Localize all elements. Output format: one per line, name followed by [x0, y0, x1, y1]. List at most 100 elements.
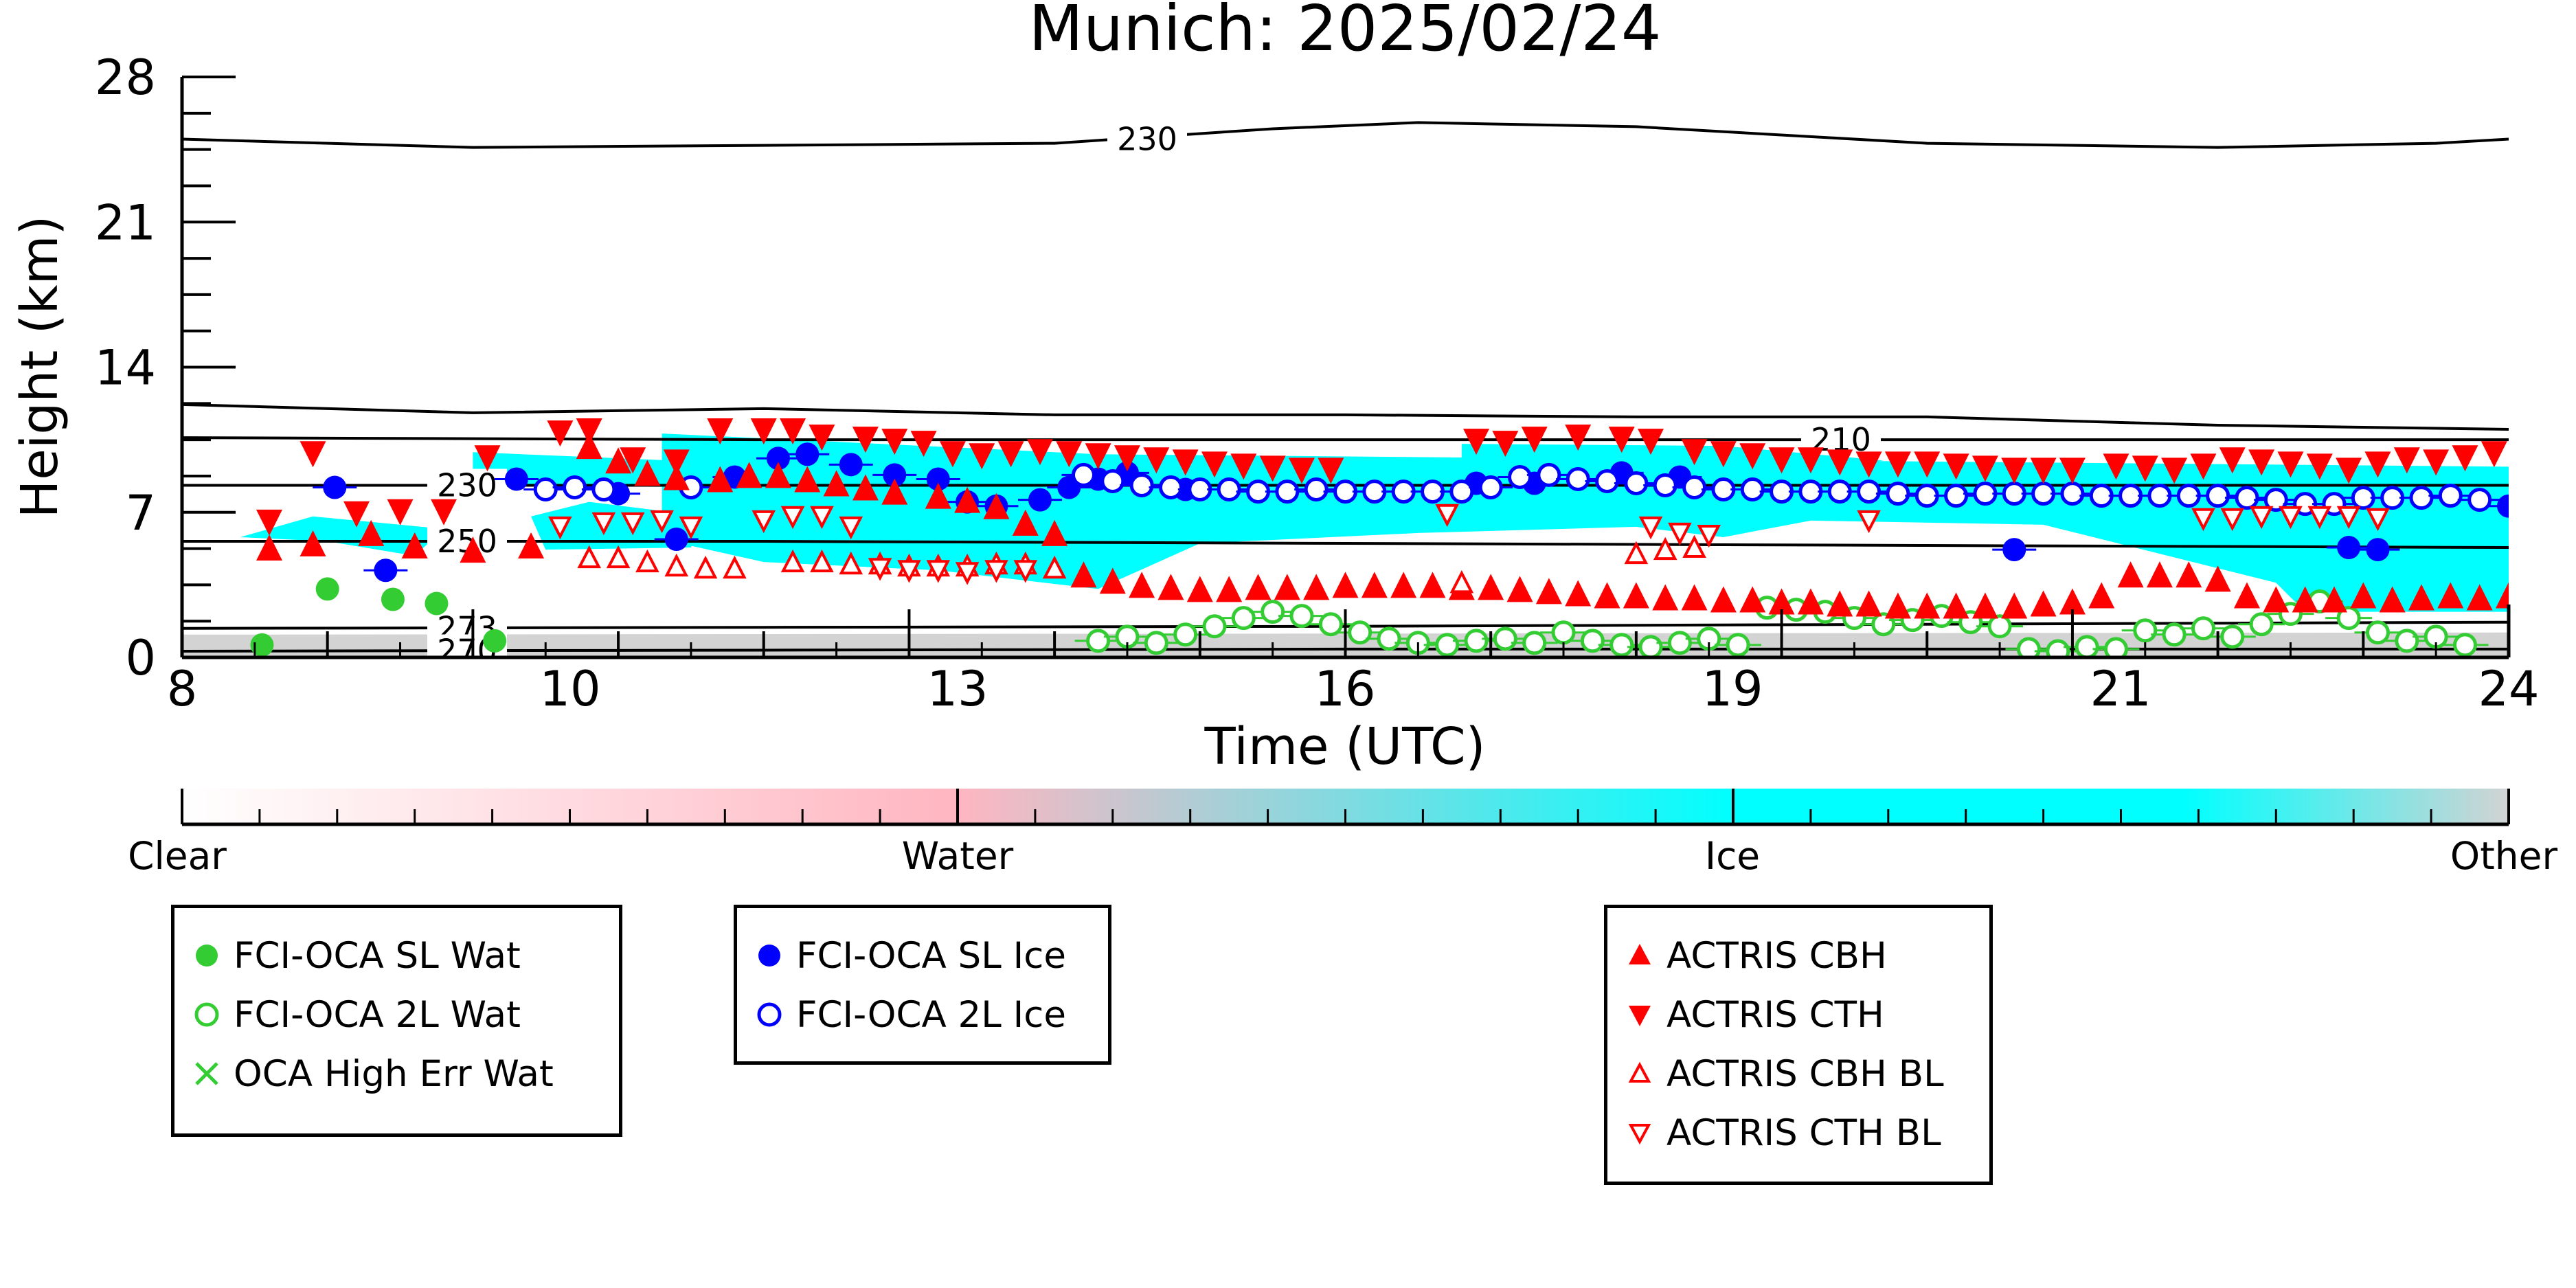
data-point: [2452, 445, 2478, 472]
x-tick-label: 16: [1314, 661, 1375, 717]
data-point: [1100, 468, 1125, 493]
data-point: [1289, 604, 1314, 629]
x-tick-label: 10: [539, 661, 600, 717]
data-point: [634, 460, 661, 486]
data-point: [1478, 574, 1504, 600]
data-point: [2379, 586, 2406, 613]
data-point: [2162, 622, 2187, 647]
legend-entry-sl-ice: FCI-OCA SL Ice: [752, 926, 1108, 985]
data-point: [2249, 506, 2274, 530]
open-circle-icon: [190, 997, 224, 1032]
data-point: [780, 418, 806, 445]
data-point: [576, 433, 602, 460]
data-point: [2408, 584, 2434, 611]
data-point: [2103, 453, 2129, 480]
data-point: [1653, 473, 1677, 498]
data-point: [1914, 592, 1941, 619]
data-point: [984, 560, 1008, 583]
data-point: [2364, 451, 2391, 478]
data-point: [2060, 482, 2085, 506]
data-point: [1217, 477, 1241, 502]
data-point: [2277, 451, 2304, 478]
data-point: [1318, 457, 1344, 484]
data-point: [2190, 453, 2217, 480]
data-point: [1390, 572, 1417, 598]
data-point: [1595, 468, 1620, 493]
data-point: [606, 545, 631, 569]
data-point: [1377, 626, 1401, 651]
data-point: [1086, 629, 1111, 653]
data-point: [2248, 449, 2275, 476]
legend-entry-cth: ACTRIS CTH: [1623, 985, 1989, 1044]
data-point: [2132, 455, 2158, 482]
data-point: [1652, 584, 1679, 611]
data-point: [2467, 488, 2492, 512]
data-point: [1855, 451, 1882, 478]
data-point: [1245, 574, 1272, 600]
y-tick-label: 21: [95, 194, 156, 251]
data-point: [795, 442, 820, 466]
y-axis-label: Height (km): [10, 216, 69, 519]
data-point: [323, 475, 347, 499]
data-point: [1886, 482, 1910, 506]
data-point: [1259, 455, 1286, 482]
data-point: [810, 506, 834, 530]
data-point: [2336, 457, 2362, 484]
x-tick-label: 19: [1702, 661, 1763, 717]
data-point: [300, 441, 326, 468]
colorbar-label-water: Water: [902, 834, 1014, 878]
data-point: [1971, 455, 1998, 482]
data-point: [810, 549, 834, 573]
triangle-down-icon: [1623, 997, 1657, 1032]
data-point: [2001, 457, 2028, 484]
data-point: [2279, 506, 2303, 530]
data-point: [2001, 592, 2028, 619]
y-tick-label: 28: [95, 49, 156, 106]
data-point: [955, 562, 980, 585]
data-point: [881, 478, 908, 505]
data-point: [2030, 590, 2057, 617]
data-point: [1871, 612, 1896, 637]
data-point: [1492, 431, 1519, 457]
data-point: [591, 477, 616, 502]
data-point: [2395, 629, 2419, 653]
data-point: [2292, 586, 2318, 613]
data-point: [997, 441, 1024, 468]
data-point: [1056, 441, 1083, 468]
data-point: [1884, 451, 1911, 478]
data-point: [605, 447, 632, 474]
data-point: [2002, 538, 2026, 562]
data-point: [780, 506, 805, 530]
data-point: [969, 443, 995, 470]
contour-label-bg: [1107, 122, 1187, 155]
data-point: [1464, 629, 1489, 653]
data-point: [1667, 631, 1692, 655]
legend-entry-cth-bl: ACTRIS CTH BL: [1623, 1103, 1989, 1162]
open-triangle-down-icon: [1623, 1116, 1657, 1150]
legend-entry-sl-wat: FCI-OCA SL Wat: [190, 926, 619, 985]
data-point: [1653, 536, 1677, 561]
data-point: [1580, 629, 1605, 653]
data-point: [1857, 510, 1881, 534]
data-point: [2249, 612, 2274, 637]
data-point: [2466, 584, 2493, 611]
data-point: [1419, 572, 1446, 598]
data-point: [250, 633, 274, 657]
data-point: [2235, 486, 2259, 510]
data-point: [809, 425, 835, 451]
legend-label: FCI-OCA 2L Wat: [234, 993, 521, 1036]
legend-entry-2l-wat: FCI-OCA 2L Wat: [190, 985, 619, 1044]
filled-circle-icon: [752, 938, 787, 973]
data-point: [2365, 620, 2390, 645]
data-point: [1216, 576, 1243, 602]
data-point: [2336, 506, 2361, 530]
legend-ice: FCI-OCA SL Ice FCI-OCA 2L Ice: [734, 905, 1111, 1065]
data-point: [548, 516, 572, 540]
data-point: [533, 477, 558, 502]
data-point: [1449, 479, 1474, 504]
data-point: [1608, 427, 1635, 453]
data-point: [1478, 475, 1503, 500]
data-point: [2496, 582, 2509, 609]
data-point: [2075, 635, 2099, 657]
data-point: [1668, 522, 1692, 546]
